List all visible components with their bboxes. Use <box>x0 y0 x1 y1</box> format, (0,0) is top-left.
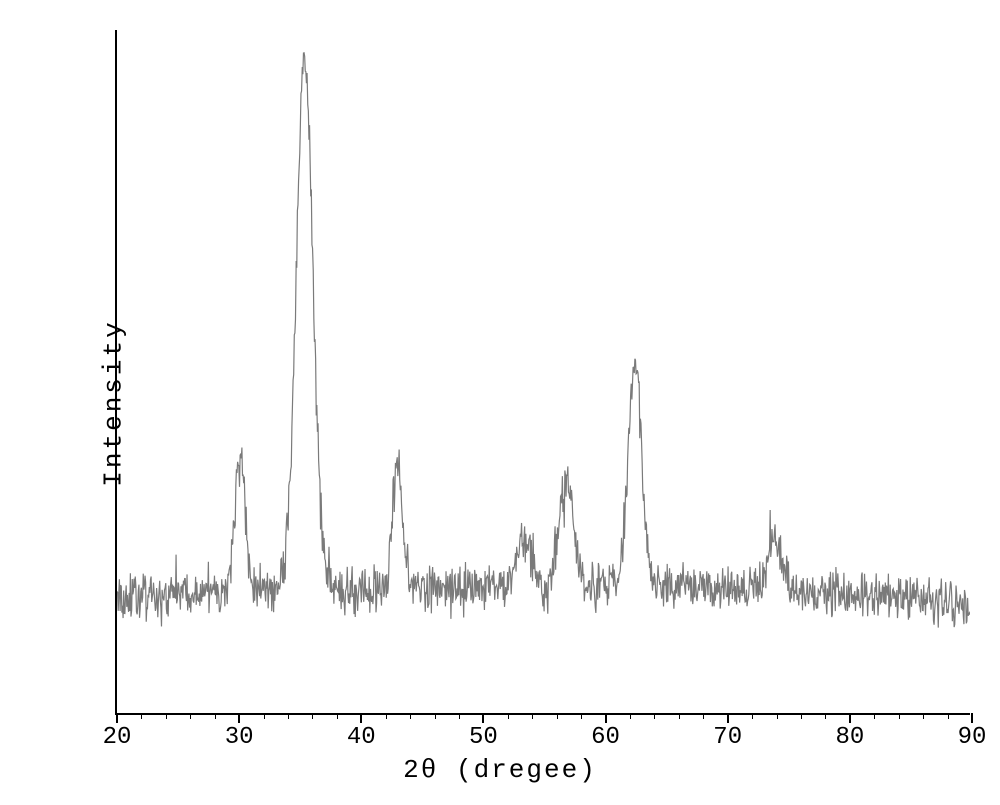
x-tick <box>238 713 240 723</box>
x-axis-label: 2θ (dregee) <box>403 755 597 785</box>
x-tick-label: 50 <box>469 724 498 751</box>
x-tick-label: 70 <box>713 724 742 751</box>
x-tick-label: 30 <box>225 724 254 751</box>
x-tick <box>971 713 973 723</box>
x-tick-minor <box>557 713 558 719</box>
x-tick-minor <box>630 713 631 719</box>
x-tick-minor <box>581 713 582 719</box>
x-tick-minor <box>435 713 436 719</box>
x-tick-minor <box>312 713 313 719</box>
x-tick-minor <box>777 713 778 719</box>
x-tick-minor <box>874 713 875 719</box>
x-tick-minor <box>679 713 680 719</box>
x-tick-label: 40 <box>347 724 376 751</box>
x-tick-minor <box>215 713 216 719</box>
x-tick-minor <box>654 713 655 719</box>
plot-area: 2030405060708090 <box>115 30 970 715</box>
x-tick-minor <box>337 713 338 719</box>
x-tick-minor <box>386 713 387 719</box>
x-tick <box>116 713 118 723</box>
x-tick-minor <box>141 713 142 719</box>
x-tick-minor <box>410 713 411 719</box>
x-tick-minor <box>532 713 533 719</box>
x-tick <box>482 713 484 723</box>
x-tick-minor <box>948 713 949 719</box>
x-tick <box>360 713 362 723</box>
x-tick-label: 60 <box>591 724 620 751</box>
xrd-chart: Intensity 2θ (dregee) 2030405060708090 <box>0 0 1000 805</box>
x-tick-minor <box>459 713 460 719</box>
x-tick-label: 20 <box>103 724 132 751</box>
x-tick-minor <box>166 713 167 719</box>
x-tick-minor <box>288 713 289 719</box>
x-tick-minor <box>899 713 900 719</box>
xrd-line <box>117 30 970 713</box>
x-tick-minor <box>190 713 191 719</box>
x-tick-minor <box>801 713 802 719</box>
x-tick <box>605 713 607 723</box>
x-tick-label: 80 <box>835 724 864 751</box>
x-tick <box>849 713 851 723</box>
x-tick-minor <box>825 713 826 719</box>
x-tick-minor <box>703 713 704 719</box>
x-tick-minor <box>264 713 265 719</box>
x-tick <box>727 713 729 723</box>
x-tick-minor <box>923 713 924 719</box>
x-tick-minor <box>752 713 753 719</box>
x-tick-label: 90 <box>958 724 987 751</box>
x-tick-minor <box>508 713 509 719</box>
